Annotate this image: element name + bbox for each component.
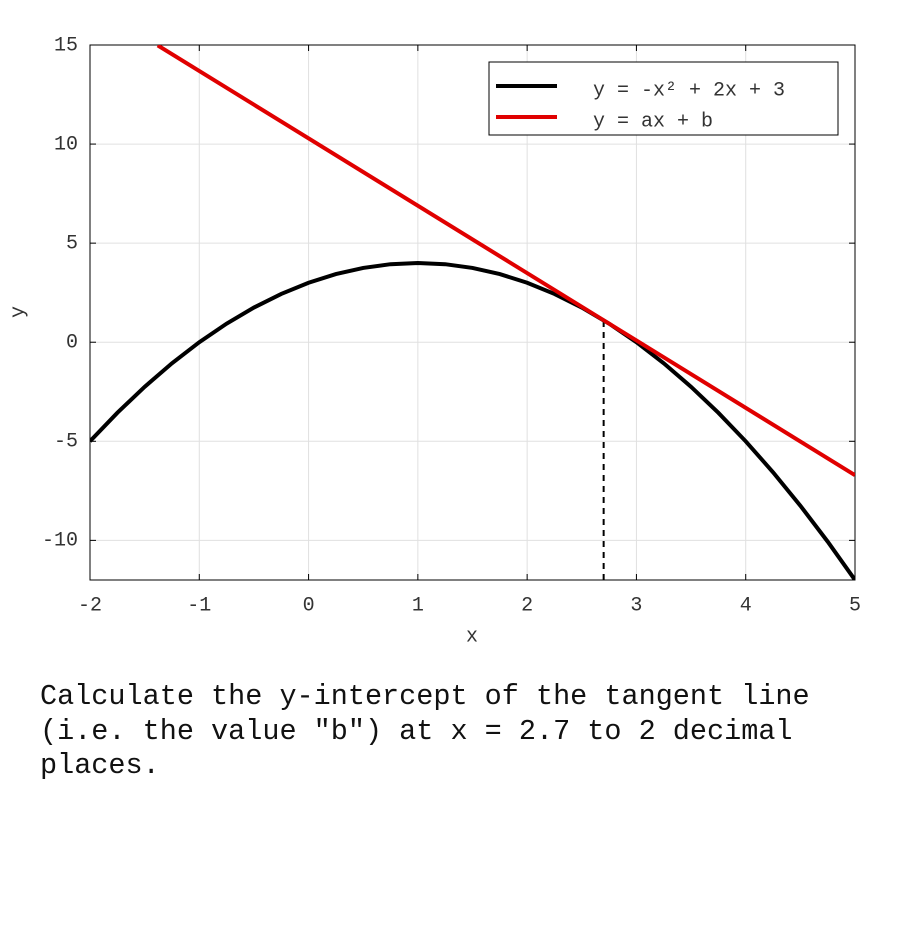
x-tick-label: 4	[740, 594, 752, 617]
legend-label: y = ax + b	[593, 110, 713, 133]
y-tick-label: 10	[54, 133, 78, 156]
question-text: Calculate the y-intercept of the tangent…	[40, 680, 810, 782]
y-tick-label: -5	[54, 431, 78, 454]
x-tick-label: -2	[78, 594, 102, 617]
x-tick-label: 1	[412, 594, 424, 617]
x-axis-label: x	[466, 625, 478, 648]
x-tick-label: 0	[303, 594, 315, 617]
x-tick-label: -1	[187, 594, 211, 617]
y-tick-label: 5	[66, 232, 78, 255]
x-tick-label: 5	[849, 594, 861, 617]
x-tick-label: 3	[630, 594, 642, 617]
y-tick-label: 15	[54, 34, 78, 57]
y-tick-label: 0	[66, 332, 78, 355]
y-axis-label: y	[7, 306, 30, 318]
y-tick-label: -10	[42, 530, 78, 553]
legend-label: y = -x² + 2x + 3	[593, 79, 785, 102]
x-tick-label: 2	[521, 594, 533, 617]
plot-frame	[89, 44, 856, 581]
legend-box	[488, 61, 839, 136]
line-series	[156, 45, 855, 477]
line-series	[90, 260, 855, 580]
